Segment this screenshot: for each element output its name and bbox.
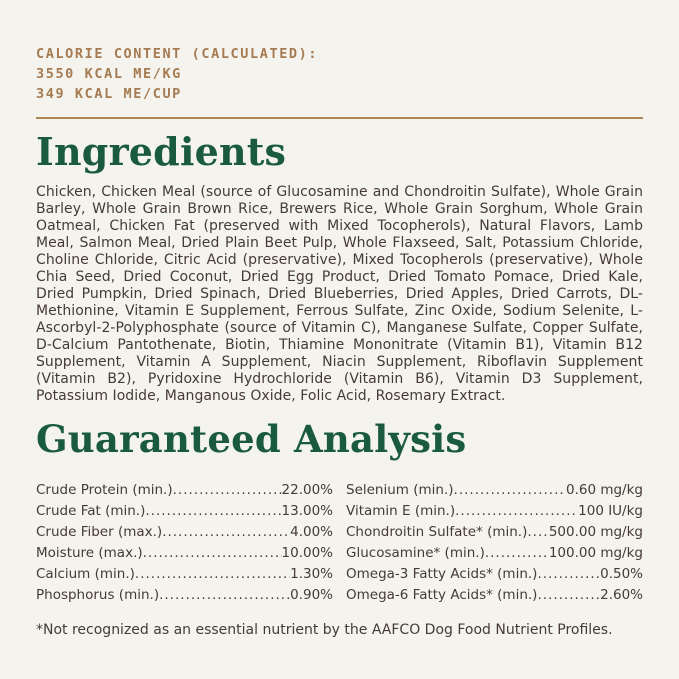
dot-leader [143,543,282,564]
ga-nutrient-label: Moisture (max.) [36,545,143,561]
ga-row-chondroitin-sulfate: Chondroitin Sulfate* (min.) 500.00 mg/kg [346,522,643,543]
dot-leader [485,543,549,564]
section-divider [36,117,643,119]
ga-row-crude-protein: Crude Protein (min.) 22.00% [36,480,333,501]
ga-nutrient-label: Omega-6 Fatty Acids* (min.) [346,587,538,603]
dot-leader [537,585,600,606]
ga-nutrient-label: Crude Fat (min.) [36,503,146,519]
ga-nutrient-label: Crude Protein (min.) [36,482,173,498]
dot-leader [455,501,578,522]
dot-leader [454,480,566,501]
ga-row-phosphorus: Phosphorus (min.) 0.90% [36,585,333,606]
ga-nutrient-value: 13.00% [281,503,333,519]
ga-right-column: Selenium (min.) 0.60 mg/kg Vitamin E (mi… [346,480,643,606]
guaranteed-analysis-title: Guaranteed Analysis [36,417,467,461]
ga-row-calcium: Calcium (min.) 1.30% [36,564,333,585]
ga-nutrient-value: 22.00% [281,482,333,498]
ga-nutrient-value: 0.60 mg/kg [565,482,643,498]
dot-leader [527,522,548,543]
ga-nutrient-label: Phosphorus (min.) [36,587,160,603]
ga-nutrient-label: Chondroitin Sulfate* (min.) [346,524,528,540]
calorie-content-section: CALORIE CONTENT (CALCULATED): 3550 KCAL … [36,44,643,104]
ga-row-omega-6: Omega-6 Fatty Acids* (min.) 2.60% [346,585,643,606]
ga-nutrient-value: 4.00% [290,524,333,540]
aafco-footnote: *Not recognized as an essential nutrient… [36,622,613,638]
dot-leader [135,564,290,585]
ga-row-moisture: Moisture (max.) 10.00% [36,543,333,564]
ga-nutrient-value: 100.00 mg/kg [548,545,643,561]
ga-row-vitamin-e: Vitamin E (min.) 100 IU/kg [346,501,643,522]
ga-nutrient-value: 0.50% [600,566,643,582]
ga-nutrient-value: 2.60% [600,587,643,603]
guaranteed-analysis-table: Crude Protein (min.) 22.00% Crude Fat (m… [36,480,643,606]
ga-nutrient-label: Selenium (min.) [346,482,454,498]
calorie-kcal-per-kg: 3550 KCAL ME/KG [36,66,182,82]
ga-nutrient-value: 500.00 mg/kg [548,524,643,540]
ga-nutrient-label: Omega-3 Fatty Acids* (min.) [346,566,538,582]
ga-row-omega-3: Omega-3 Fatty Acids* (min.) 0.50% [346,564,643,585]
dot-leader [537,564,600,585]
ga-nutrient-label: Calcium (min.) [36,566,135,582]
ga-left-column: Crude Protein (min.) 22.00% Crude Fat (m… [36,480,333,606]
ga-nutrient-label: Crude Fiber (max.) [36,524,163,540]
ga-nutrient-value: 0.90% [290,587,333,603]
calorie-content-heading: CALORIE CONTENT (CALCULATED): [36,46,319,62]
ga-row-crude-fat: Crude Fat (min.) 13.00% [36,501,333,522]
ga-row-glucosamine: Glucosamine* (min.) 100.00 mg/kg [346,543,643,564]
dot-leader [173,480,282,501]
ga-nutrient-value: 100 IU/kg [578,503,643,519]
dot-leader [162,522,290,543]
dot-leader [145,501,281,522]
ga-row-selenium: Selenium (min.) 0.60 mg/kg [346,480,643,501]
ga-row-crude-fiber: Crude Fiber (max.) 4.00% [36,522,333,543]
ga-nutrient-label: Glucosamine* (min.) [346,545,485,561]
ga-nutrient-label: Vitamin E (min.) [346,503,456,519]
calorie-kcal-per-cup: 349 KCAL ME/CUP [36,86,182,102]
ga-nutrient-value: 10.00% [281,545,333,561]
ga-nutrient-value: 1.30% [290,566,333,582]
ingredients-text: Chicken, Chicken Meal (source of Glucosa… [36,184,643,404]
ingredients-title: Ingredients [36,129,287,174]
dot-leader [159,585,290,606]
